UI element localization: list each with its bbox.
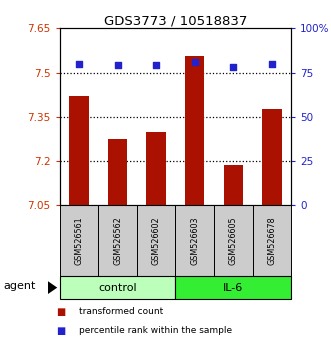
Bar [146, 132, 166, 205]
Text: control: control [98, 282, 137, 293]
Point [115, 63, 120, 68]
Text: GSM526678: GSM526678 [267, 216, 276, 265]
Point [269, 61, 275, 67]
Point [231, 64, 236, 70]
Bar [98, 205, 137, 276]
Bar [224, 165, 243, 205]
Bar [185, 56, 204, 205]
Text: agent: agent [3, 281, 36, 291]
Title: GDS3773 / 10518837: GDS3773 / 10518837 [104, 14, 247, 27]
Bar [69, 96, 88, 205]
Text: transformed count: transformed count [79, 307, 164, 316]
Text: GSM526603: GSM526603 [190, 216, 199, 265]
Text: ■: ■ [56, 307, 66, 316]
Text: IL-6: IL-6 [223, 282, 244, 293]
Point [76, 61, 81, 67]
Text: GSM526602: GSM526602 [152, 216, 161, 265]
Bar [175, 205, 214, 276]
Bar [60, 205, 98, 276]
Text: ■: ■ [56, 326, 66, 336]
Bar [175, 276, 291, 299]
Bar [253, 205, 291, 276]
Point [192, 59, 197, 65]
Bar [108, 139, 127, 205]
Text: GSM526562: GSM526562 [113, 216, 122, 265]
Bar [137, 205, 175, 276]
Bar [262, 109, 282, 205]
Point [154, 63, 159, 68]
Bar [60, 276, 175, 299]
Text: GSM526605: GSM526605 [229, 216, 238, 265]
Bar [214, 205, 253, 276]
Text: GSM526561: GSM526561 [74, 216, 83, 265]
Text: percentile rank within the sample: percentile rank within the sample [79, 326, 233, 336]
Polygon shape [48, 281, 57, 294]
